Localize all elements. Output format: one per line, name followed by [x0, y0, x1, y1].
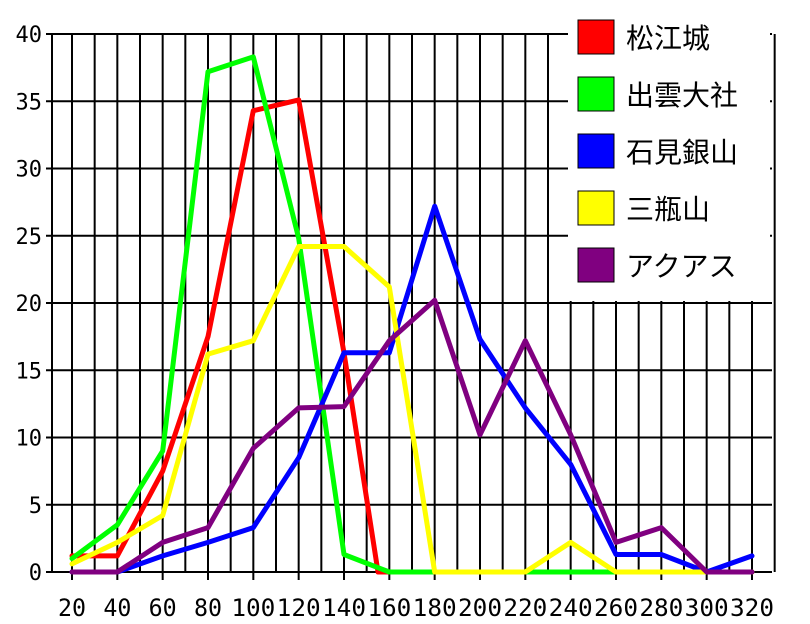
x-tick-label: 320	[730, 594, 774, 622]
legend-label: アクアス	[626, 250, 737, 283]
x-tick-label: 80	[194, 594, 222, 622]
y-tick-label: 30	[16, 158, 43, 183]
x-tick-label: 260	[594, 594, 638, 622]
legend-label: 石見銀山	[626, 136, 738, 169]
y-tick-label: 15	[16, 359, 43, 384]
legend-label: 出雲大社	[626, 79, 738, 112]
y-tick-label: 35	[16, 90, 43, 115]
legend-label: 三瓶山	[626, 193, 710, 226]
legend-swatch	[577, 190, 615, 226]
series-line-5	[69, 297, 755, 575]
legend-label: 松江城	[626, 22, 710, 55]
x-tick-label: 180	[413, 594, 457, 622]
x-tick-label: 40	[103, 594, 131, 622]
legend-swatch	[577, 76, 615, 112]
y-tick-label: 0	[29, 561, 42, 586]
y-tick-label: 20	[16, 292, 43, 317]
x-tick-label: 200	[458, 594, 502, 622]
x-tick-label: 300	[685, 594, 729, 622]
x-tick-label: 120	[277, 594, 321, 622]
legend-swatch	[577, 19, 615, 55]
series-line-2	[69, 54, 755, 575]
y-tick-label: 40	[16, 23, 43, 48]
x-tick-label: 140	[322, 594, 366, 622]
x-tick-label: 220	[503, 594, 547, 622]
x-tick-label: 280	[639, 594, 683, 622]
legend-swatch	[577, 133, 615, 169]
series-line-1	[69, 97, 755, 575]
x-tick-label: 160	[367, 594, 411, 622]
y-tick-label: 10	[16, 427, 43, 452]
series-group	[69, 54, 755, 575]
series-line-4	[69, 244, 755, 575]
x-tick-label: 240	[549, 594, 593, 622]
y-tick-label: 25	[16, 225, 43, 250]
legend-swatch	[577, 247, 615, 283]
x-tick-label: 20	[58, 594, 86, 622]
y-tick-label: 5	[29, 494, 42, 519]
x-tick-label: 100	[231, 594, 275, 622]
x-tick-label: 60	[149, 594, 177, 622]
series-line-3	[69, 203, 755, 575]
